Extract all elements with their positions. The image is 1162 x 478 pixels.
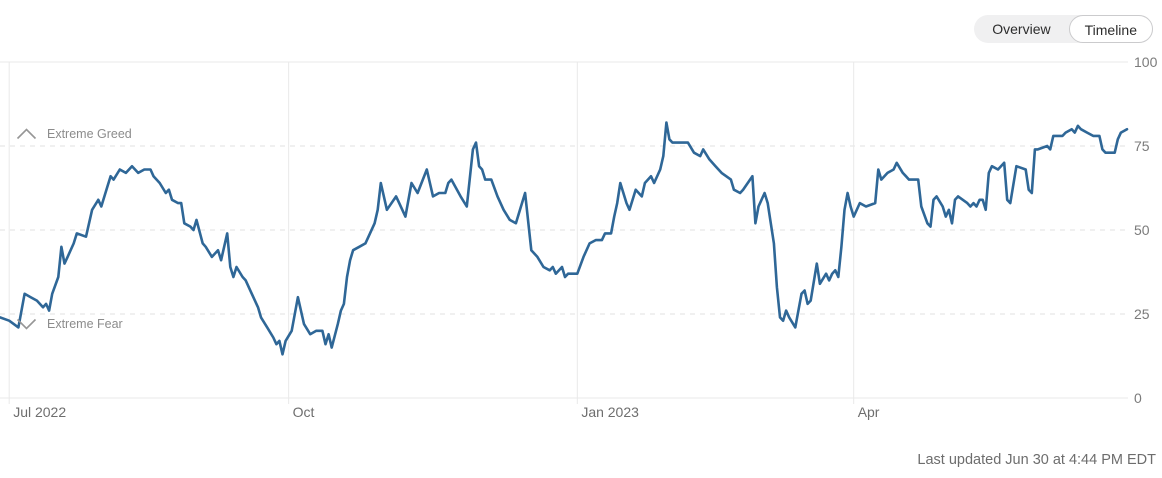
extreme-fear-text: Extreme Fear: [47, 317, 123, 331]
x-tick-label: Jul 2022: [13, 404, 67, 420]
extreme-greed-text: Extreme Greed: [47, 127, 132, 141]
x-tick-label: Oct: [292, 404, 315, 420]
fear-greed-index-line: [0, 121, 1129, 356]
last-updated-text: Last updated Jun 30 at 4:44 PM EDT: [917, 452, 1156, 468]
timeline-button[interactable]: Timeline: [1068, 15, 1153, 43]
y-tick-label: 25: [1134, 306, 1150, 322]
chevron-down-icon: [16, 318, 37, 330]
y-tick-label: 0: [1134, 390, 1142, 406]
y-tick-label: 100: [1134, 54, 1158, 70]
extreme-fear-label: Extreme Fear: [16, 317, 123, 331]
overview-button[interactable]: Overview: [974, 15, 1068, 43]
y-tick-label: 75: [1134, 138, 1150, 154]
x-tick-label: Jan 2023: [581, 404, 639, 420]
y-tick-label: 50: [1134, 222, 1150, 238]
chart-plot-area: [0, 61, 1129, 404]
view-toggle: Overview Timeline: [974, 15, 1153, 43]
x-tick-label: Apr: [857, 404, 880, 420]
chevron-up-icon: [16, 128, 37, 140]
extreme-greed-label: Extreme Greed: [16, 127, 132, 141]
line-chart-plot: [0, 61, 1129, 404]
